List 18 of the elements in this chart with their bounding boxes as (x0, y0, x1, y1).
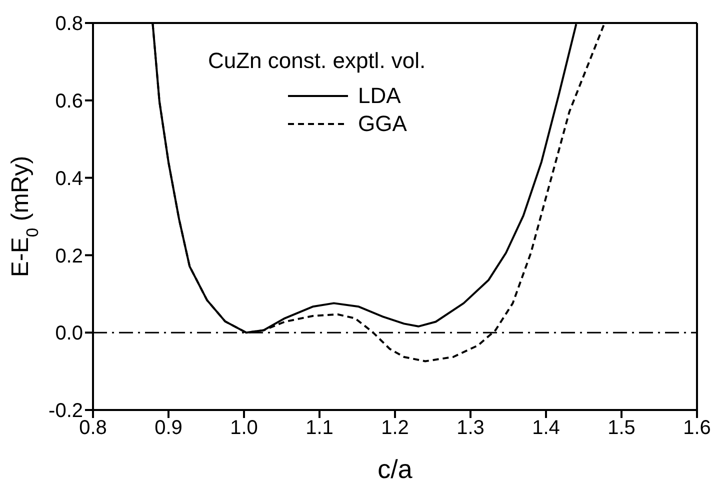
x-axis-title: c/a (378, 454, 413, 484)
y-tick-label: 0.2 (55, 245, 83, 268)
x-tick-label: 1.5 (608, 417, 636, 440)
x-tick-label: 1.2 (381, 417, 409, 440)
legend-label: GGA (358, 111, 407, 137)
x-tick-label: 1.3 (456, 417, 484, 440)
legend-title: CuZn const. exptl. vol. (208, 48, 427, 74)
y-tick-label: 0.4 (55, 168, 83, 190)
y-tick-label: 0.0 (55, 322, 83, 345)
x-tick-label: 1.4 (532, 417, 560, 440)
legend-label: LDA (358, 83, 401, 109)
x-tick-label: 1.0 (230, 417, 258, 440)
x-tick-label: 0.8 (79, 417, 107, 440)
y-tick-label: 0.6 (55, 90, 83, 112)
x-tick-label: 1.6 (683, 417, 711, 440)
x-tick-label: 0.9 (154, 417, 182, 440)
x-tick-label: 1.1 (306, 417, 334, 440)
y-tick-label: 0.8 (55, 13, 83, 36)
